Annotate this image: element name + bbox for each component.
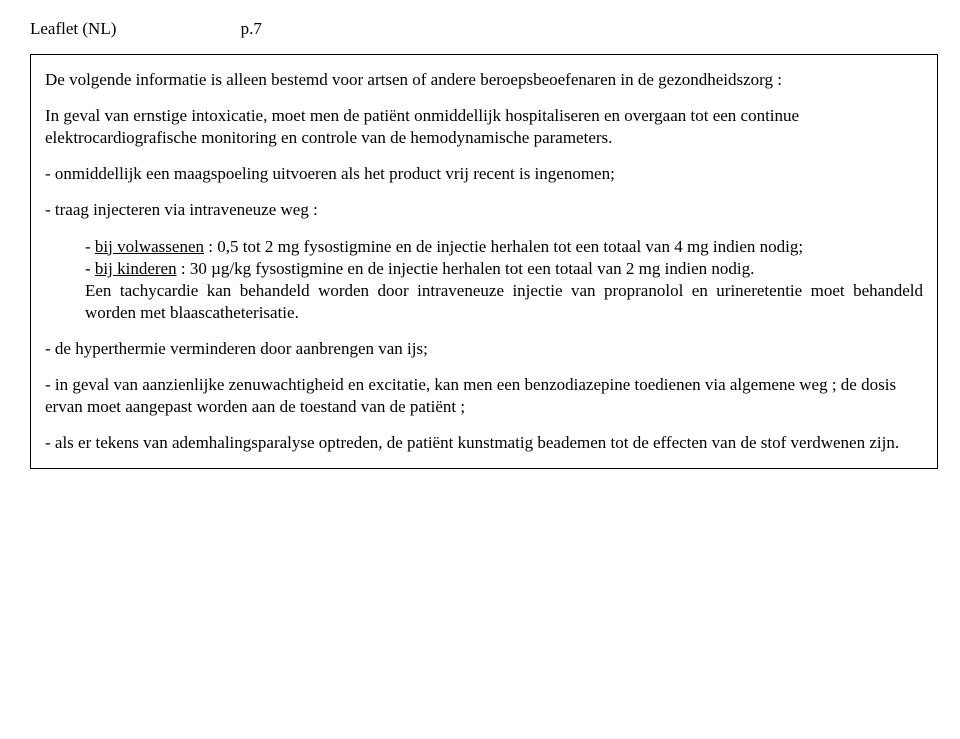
sub2-underline: bij kinderen xyxy=(95,259,177,278)
sub2-rest: : 30 µg/kg fysostigmine en de injectie h… xyxy=(177,259,755,278)
content-box: De volgende informatie is alleen bestemd… xyxy=(30,54,938,469)
header-page-number: p.7 xyxy=(241,18,262,40)
bullet-3: - de hyperthermie verminderen door aanbr… xyxy=(45,338,923,360)
sub1-underline: bij volwassenen xyxy=(95,237,204,256)
page: Leaflet (NL) p.7 De volgende informatie … xyxy=(0,0,960,499)
bullet-5: - als er tekens van ademhalingsparalyse … xyxy=(45,432,923,454)
sub-bullets: - bij volwassenen : 0,5 tot 2 mg fysosti… xyxy=(85,236,923,324)
header-title: Leaflet (NL) xyxy=(30,18,116,40)
bullet-1: - onmiddellijk een maagspoeling uitvoere… xyxy=(45,163,923,185)
bullet-4: - in geval van aanzienlijke zenuwachtigh… xyxy=(45,374,923,418)
sub1-prefix: - xyxy=(85,237,95,256)
page-header: Leaflet (NL) p.7 xyxy=(30,18,930,40)
case-paragraph: In geval van ernstige intoxicatie, moet … xyxy=(45,105,923,149)
bullet-2: - traag injecteren via intraveneuze weg … xyxy=(45,199,923,221)
intro-paragraph: De volgende informatie is alleen bestemd… xyxy=(45,69,923,91)
sub-tail: Een tachycardie kan behandeld worden doo… xyxy=(85,280,923,324)
sub-bullet-2: - bij kinderen : 30 µg/kg fysostigmine e… xyxy=(85,258,923,280)
sub-bullet-1: - bij volwassenen : 0,5 tot 2 mg fysosti… xyxy=(85,236,923,258)
sub2-prefix: - xyxy=(85,259,95,278)
sub1-rest: : 0,5 tot 2 mg fysostigmine en de inject… xyxy=(204,237,803,256)
